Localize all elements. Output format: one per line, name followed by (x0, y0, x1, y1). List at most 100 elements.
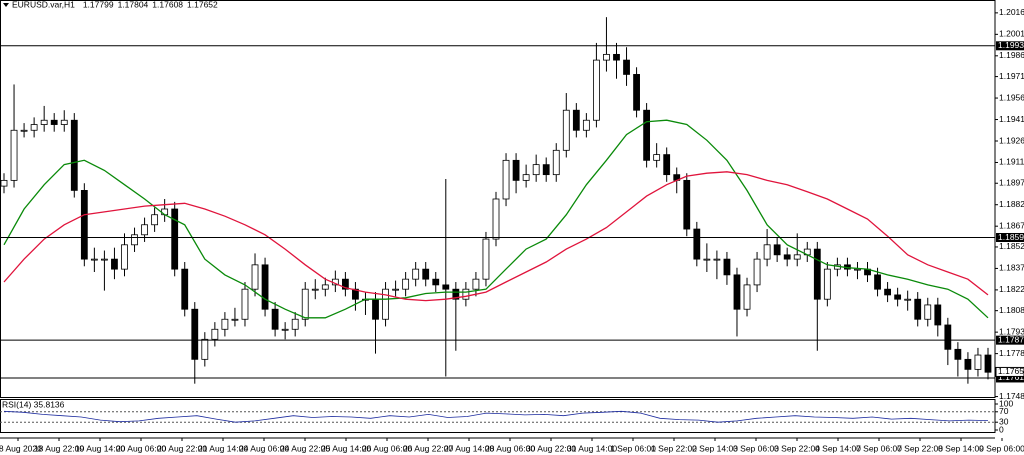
candle-body (382, 288, 389, 320)
rsi-title: RSI(14) 35.8136 (2, 399, 65, 409)
candle-body (884, 288, 891, 296)
candle-body (10, 129, 18, 181)
x-tick-label: 30 Aug 22:00 (526, 443, 576, 453)
candle-body (482, 238, 490, 280)
x-tick-label: 8 Sep 14:00 (938, 443, 984, 453)
y-tick-label: 1.18225 (999, 284, 1024, 294)
moving-average (3, 119, 989, 319)
y-tick-label: 1.18820 (999, 199, 1024, 209)
candle-body (181, 268, 189, 310)
candle-body (653, 154, 661, 161)
candle-body (763, 244, 771, 260)
candle-body (773, 244, 781, 256)
candle-body (412, 268, 420, 280)
candle-body (432, 278, 440, 286)
x-tick-label: 19 Aug 14:00 (75, 443, 125, 453)
x-tick-label: 20 Aug 06:00 (116, 443, 166, 453)
x-tick-label: 26 Aug 22:00 (403, 443, 453, 453)
y-tick-label: 70 (999, 406, 1009, 416)
candle-body (623, 59, 630, 75)
x-tick-label: 26 Aug 06:00 (362, 443, 412, 453)
y-tick-label: 1.20010 (999, 29, 1024, 39)
x-tick-label: 3 Sep 22:00 (774, 443, 820, 453)
x-tick-label: 21 Aug 14:00 (198, 443, 248, 453)
candle-body (191, 308, 199, 360)
candle-body (251, 264, 259, 290)
candle-body (572, 109, 580, 131)
x-tick-label: 24 Aug 22:00 (280, 443, 330, 453)
candle-body (281, 328, 289, 331)
candle-body (101, 258, 108, 261)
candle-body (693, 228, 701, 260)
x-tick-label: 1 Sep 22:00 (651, 443, 697, 453)
candle-body (201, 338, 209, 360)
candle-body (80, 189, 88, 260)
candle-body (593, 59, 600, 121)
candle-body (904, 298, 912, 301)
candle-body (542, 164, 550, 176)
y-tick-label: 1.17480 (999, 391, 1024, 401)
y-tick-label: 1.18970 (999, 177, 1024, 187)
y-tick-label: 1.19115 (999, 157, 1024, 167)
y-tick-label: 1.18670 (999, 220, 1024, 230)
x-tick-label: 24 Aug 06:00 (239, 443, 289, 453)
quote-value: 1.17804 (118, 0, 149, 9)
rsi-panel (0, 399, 996, 433)
candle-body (522, 174, 530, 181)
y-tick-label: 100 (999, 398, 1013, 408)
candle-body (291, 318, 299, 330)
candle-body (151, 214, 159, 226)
candle-body (813, 248, 821, 300)
bid-label: 1.17652 (998, 366, 1024, 376)
candle-body (944, 324, 952, 350)
candle-body (492, 198, 500, 240)
candle-body (392, 288, 399, 291)
candle-body (301, 288, 309, 320)
candle-body (90, 258, 98, 261)
candle-body (60, 119, 68, 125)
y-tick-label: 1.18375 (999, 263, 1024, 273)
y-tick-label: 1.19860 (999, 50, 1024, 60)
candle-body (502, 159, 510, 200)
candle-body (703, 258, 711, 261)
candle-body (603, 53, 610, 61)
x-tick-label: 7 Sep 22:00 (897, 443, 943, 453)
candle-body (532, 164, 540, 176)
candle-body (512, 159, 520, 181)
candle-body (422, 268, 430, 280)
y-tick-label: 1.17780 (999, 348, 1024, 358)
candle-body (241, 288, 249, 320)
x-tick-label: 3 Sep 06:00 (733, 443, 779, 453)
candle-body (341, 278, 349, 290)
candle-body (352, 288, 359, 300)
candle-body (141, 224, 148, 236)
y-tick-label: 30 (999, 416, 1009, 426)
candle-body (562, 109, 570, 151)
candle-body (121, 244, 128, 270)
candle-body (854, 268, 861, 271)
candle-body (311, 288, 319, 291)
x-tick-label: 2 Sep 14:00 (692, 443, 738, 453)
candle-body (683, 179, 691, 230)
candle-body (914, 298, 922, 320)
candle-body (452, 288, 460, 300)
y-tick-label: 1.19265 (999, 135, 1024, 145)
y-tick-label: 1.18080 (999, 305, 1024, 315)
moving-average (3, 171, 989, 302)
candle-body (221, 318, 229, 330)
y-tick-label: 1.19565 (999, 92, 1024, 102)
y-tick-label: 1.18525 (999, 241, 1024, 251)
level-label-box (996, 233, 1024, 243)
candle-body (934, 304, 942, 326)
y-tick-label: 1.19715 (999, 71, 1024, 81)
x-tick-label: 1 Sep 06:00 (610, 443, 656, 453)
candle-body (743, 284, 751, 310)
candle-body (372, 298, 379, 320)
candle-body (462, 288, 470, 300)
symbol-menu-icon[interactable] (3, 3, 9, 7)
candle-body (753, 258, 761, 286)
x-tick-label: 18 Aug 22:00 (34, 443, 84, 453)
x-tick-label: 18 Aug 2020 (0, 443, 42, 453)
